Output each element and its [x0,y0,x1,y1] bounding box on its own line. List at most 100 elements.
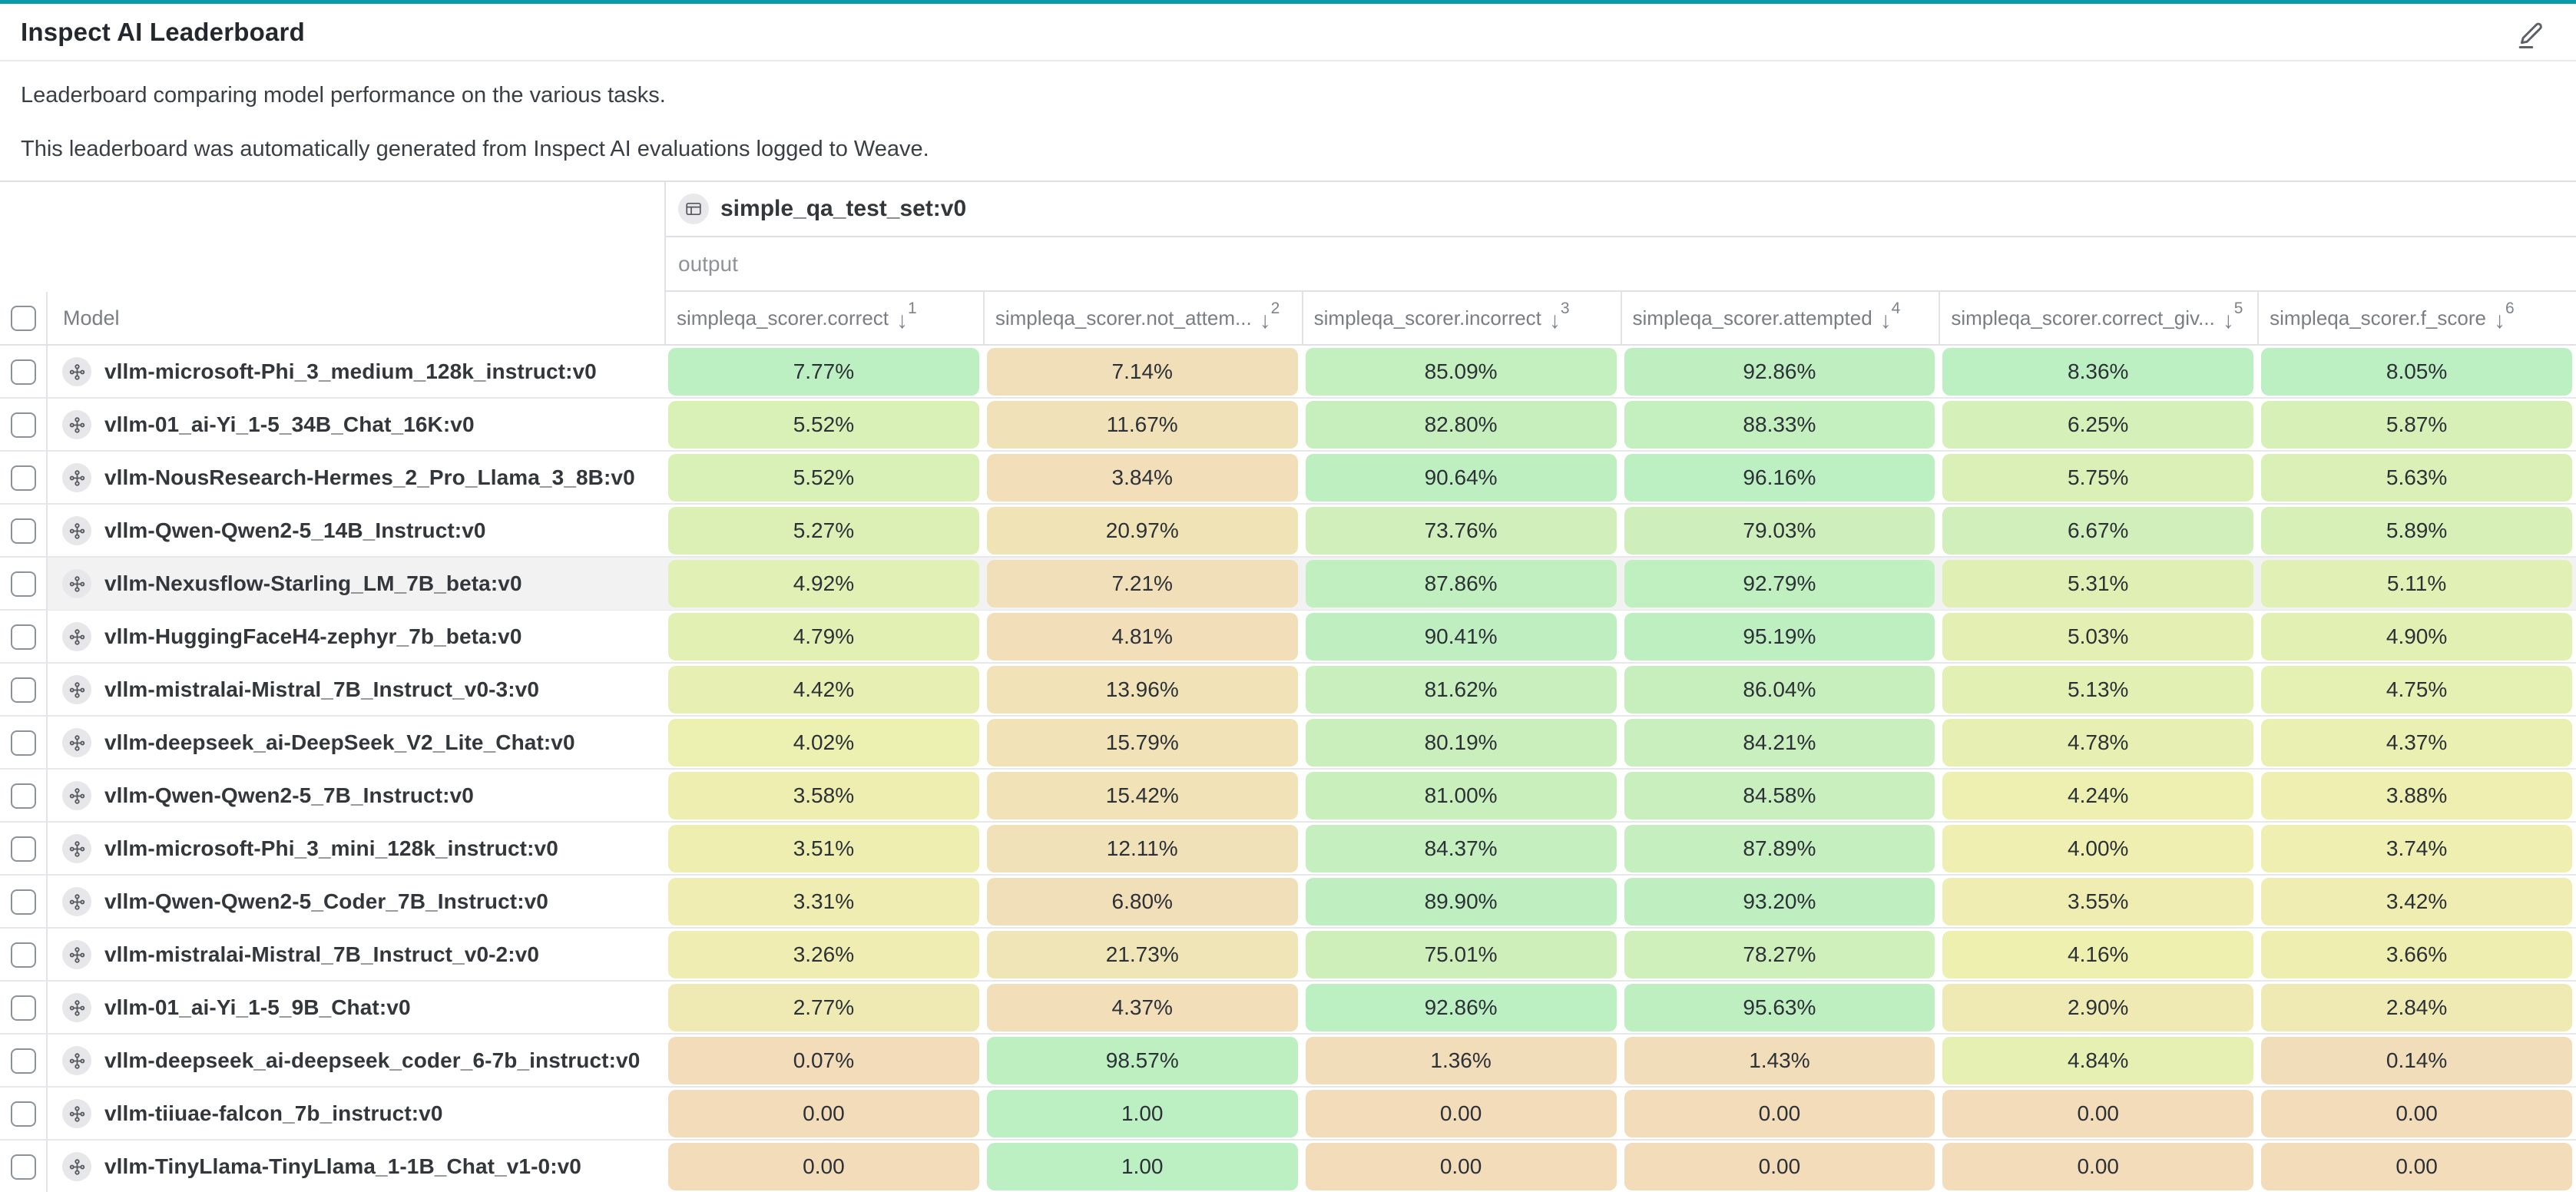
sort-indicator: ↓ 1 [896,300,917,333]
score-value: 0.00 [2077,1101,2119,1125]
score-cell: 79.03% [1621,505,1939,557]
score-chip: 90.41% [1305,613,1617,661]
row-checkbox-cell [0,1035,48,1087]
row-checkbox[interactable] [10,1101,36,1127]
row-checkbox[interactable] [10,942,36,968]
model-column-header[interactable]: Model [63,306,120,329]
model-cell[interactable]: vllm-microsoft-Phi_3_medium_128k_instruc… [48,346,664,398]
sort-arrow-down-icon: ↓ [2493,308,2505,333]
dataset-group-header-cell[interactable]: simple_qa_test_set:v0 [664,182,2576,237]
row-checkbox-cell [0,399,48,451]
sort-indicator: ↓ 4 [1880,300,1901,333]
score-cell: 12.11% [983,823,1302,875]
row-checkbox[interactable] [10,783,36,809]
score-chip: 90.64% [1305,454,1617,502]
row-checkbox[interactable] [10,1048,36,1074]
score-value: 4.16% [2068,942,2129,966]
model-cell[interactable]: vllm-Nexusflow-Starling_LM_7B_beta:v0 [48,558,664,610]
score-cell: 5.31% [1939,558,2258,610]
model-cell[interactable]: vllm-Qwen-Qwen2-5_7B_Instruct:v0 [48,770,664,822]
row-checkbox[interactable] [10,836,36,862]
score-cell: 6.25% [1939,399,2257,451]
score-cell: 6.80% [983,876,1302,928]
model-cell[interactable]: vllm-01_ai-Yi_1-5_9B_Chat:v0 [48,982,664,1034]
score-chip: 4.90% [2261,613,2572,661]
score-value: 5.89% [2386,518,2448,542]
sort-order-badge: 2 [1270,300,1280,317]
column-header-4[interactable]: simpleqa_scorer.attempted ↓ 4 [1620,292,1939,344]
score-value: 0.00 [803,1154,845,1178]
score-value: 73.76% [1424,518,1498,542]
row-checkbox[interactable] [10,571,36,597]
score-value: 15.79% [1105,730,1179,754]
model-cell[interactable]: vllm-microsoft-Phi_3_mini_128k_instruct:… [48,823,664,875]
model-cell[interactable]: vllm-mistralai-Mistral_7B_Instruct_v0-2:… [48,929,664,981]
model-cell[interactable]: vllm-Qwen-Qwen2-5_Coder_7B_Instruct:v0 [48,876,664,928]
score-cell: 0.00 [1302,1141,1621,1192]
model-cell[interactable]: vllm-01_ai-Yi_1-5_34B_Chat_16K:v0 [48,399,664,451]
row-checkbox[interactable] [10,730,36,756]
score-value: 3.58% [793,783,855,807]
description-line-2: This leaderboard was automatically gener… [21,137,929,161]
model-cell[interactable]: vllm-NousResearch-Hermes_2_Pro_Llama_3_8… [48,452,664,504]
sort-arrow-down-icon: ↓ [1259,308,1271,333]
column-header-1[interactable]: simpleqa_scorer.correct ↓ 1 [664,292,983,344]
column-header-6[interactable]: simpleqa_scorer.f_score ↓ 6 [2257,292,2576,344]
score-value: 0.00 [1758,1101,1801,1125]
row-checkbox[interactable] [10,1154,36,1180]
score-value: 3.31% [793,889,855,913]
column-header-2[interactable]: simpleqa_scorer.not_attem... ↓ 2 [982,292,1302,344]
score-value: 4.79% [793,624,855,648]
output-subheader-cell: output [664,237,2576,292]
score-value: 3.74% [2386,836,2448,860]
table-row: vllm-microsoft-Phi_3_medium_128k_instruc… [0,346,2576,399]
score-cell: 1.43% [1621,1035,1939,1087]
row-checkbox[interactable] [10,518,36,544]
score-value: 1.00 [1121,1101,1164,1125]
model-icon [62,940,91,969]
edit-leaderboard-button[interactable] [2510,15,2550,55]
row-checkbox[interactable] [10,677,36,703]
score-chip: 6.80% [986,878,1298,925]
score-chip: 4.79% [668,613,979,661]
row-checkbox[interactable] [10,412,36,438]
row-checkbox[interactable] [10,359,36,385]
score-value: 98.57% [1105,1048,1179,1072]
select-all-checkbox[interactable] [10,305,36,331]
score-value: 92.86% [1743,359,1816,383]
score-cell: 7.21% [982,558,1302,610]
row-checkbox-cell [0,1141,48,1192]
model-cell[interactable]: vllm-Qwen-Qwen2-5_14B_Instruct:v0 [48,505,664,557]
row-checkbox[interactable] [10,889,36,915]
score-cell: 98.57% [983,1035,1302,1087]
model-cell[interactable]: vllm-mistralai-Mistral_7B_Instruct_v0-3:… [48,664,664,716]
score-cell: 95.63% [1621,982,1939,1034]
row-checkbox[interactable] [10,995,36,1021]
score-value: 86.04% [1743,677,1816,701]
column-header-3[interactable]: simpleqa_scorer.incorrect ↓ 3 [1301,292,1621,344]
score-cell: 88.33% [1621,399,1939,451]
score-chip: 81.00% [1305,772,1617,820]
score-chip: 4.75% [2261,666,2572,714]
model-cell[interactable]: vllm-tiiuae-falcon_7b_instruct:v0 [48,1088,664,1140]
score-value: 1.00 [1121,1154,1164,1178]
score-value: 4.37% [2386,730,2448,754]
model-cell[interactable]: vllm-deepseek_ai-DeepSeek_V2_Lite_Chat:v… [48,717,664,769]
score-cell: 0.14% [2257,1035,2576,1087]
row-checkbox[interactable] [10,465,36,491]
score-value: 2.77% [793,995,855,1019]
row-checkbox-cell [0,611,48,663]
column-label: simpleqa_scorer.attempted [1632,306,1872,329]
row-checkbox[interactable] [10,624,36,650]
score-value: 7.21% [1111,571,1173,595]
model-name: vllm-NousResearch-Hermes_2_Pro_Llama_3_8… [104,465,635,489]
model-cell[interactable]: vllm-TinyLlama-TinyLlama_1-1B_Chat_v1-0:… [48,1141,664,1192]
model-cell[interactable]: vllm-HuggingFaceH4-zephyr_7b_beta:v0 [48,611,664,663]
row-checkbox-cell [0,558,48,610]
model-name: vllm-01_ai-Yi_1-5_34B_Chat_16K:v0 [104,412,475,436]
score-chip: 1.00 [986,1143,1298,1190]
model-name: vllm-01_ai-Yi_1-5_9B_Chat:v0 [104,995,411,1019]
score-chip: 0.14% [2261,1037,2572,1084]
model-cell[interactable]: vllm-deepseek_ai-deepseek_coder_6-7b_ins… [48,1035,664,1087]
column-header-5[interactable]: simpleqa_scorer.correct_giv... ↓ 5 [1939,292,2257,344]
